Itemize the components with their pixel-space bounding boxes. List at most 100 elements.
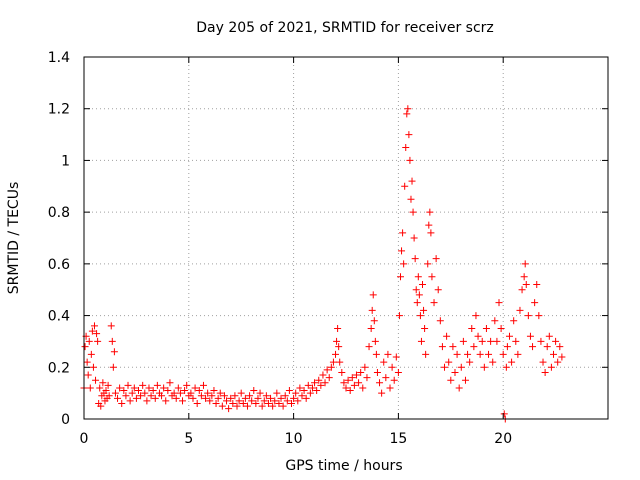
data-point <box>382 374 390 382</box>
data-point <box>500 410 508 418</box>
data-point <box>204 389 212 397</box>
data-point <box>275 399 283 407</box>
data-point <box>151 394 159 402</box>
data-point <box>485 350 493 358</box>
data-point <box>172 394 180 402</box>
data-point <box>126 397 134 405</box>
data-point <box>348 374 356 382</box>
data-point <box>487 337 495 345</box>
data-point <box>145 384 153 392</box>
data-point <box>292 389 300 397</box>
data-point <box>160 384 168 392</box>
data-point <box>524 312 532 320</box>
data-point <box>408 177 416 185</box>
data-point <box>137 392 145 400</box>
data-point <box>329 358 337 366</box>
data-point <box>441 363 449 371</box>
data-point <box>334 325 342 332</box>
data-point <box>368 306 376 314</box>
data-point <box>365 343 373 351</box>
data-point <box>338 368 346 376</box>
data-point <box>246 392 254 400</box>
data-point <box>396 273 404 281</box>
data-point <box>526 332 534 340</box>
data-point <box>520 273 528 281</box>
data-point <box>193 399 201 407</box>
data-point <box>539 358 547 366</box>
data-point <box>116 384 124 392</box>
data-point <box>212 399 220 407</box>
data-point <box>521 260 529 268</box>
data-point <box>96 384 104 392</box>
data-point <box>445 358 453 366</box>
data-point <box>174 384 182 392</box>
data-point <box>250 387 258 395</box>
data-point <box>281 392 289 400</box>
data-point <box>512 337 520 345</box>
data-point <box>315 376 323 384</box>
grid-lines <box>84 57 608 419</box>
data-point <box>415 291 423 299</box>
data-point <box>401 182 409 190</box>
data-point <box>346 387 354 395</box>
data-point <box>503 343 511 351</box>
plot-frame <box>83 56 609 420</box>
data-point <box>181 387 189 395</box>
data-point <box>372 350 380 358</box>
data-point <box>176 389 184 397</box>
data-point <box>179 397 187 405</box>
data-point <box>290 394 298 402</box>
data-point <box>378 389 386 397</box>
data-point <box>443 332 451 340</box>
data-point <box>420 306 428 314</box>
data-point <box>104 381 112 389</box>
data-point <box>510 317 518 325</box>
data-point <box>254 394 262 402</box>
data-point <box>149 387 157 395</box>
data-point <box>283 397 291 405</box>
y-axis-label: SRMTID / TECUs <box>6 182 22 295</box>
data-point <box>243 402 251 410</box>
data-point <box>130 384 138 392</box>
data-point <box>285 387 293 395</box>
data-point <box>493 337 501 345</box>
y-tick-label: 0.2 <box>48 360 70 376</box>
data-point <box>92 376 100 384</box>
data-point <box>461 376 469 384</box>
data-point <box>502 363 510 371</box>
data-point <box>111 389 119 397</box>
data-point <box>102 387 110 395</box>
data-point <box>90 322 98 330</box>
data-point <box>227 394 235 402</box>
data-point <box>308 384 316 392</box>
data-point <box>432 255 440 263</box>
data-point <box>552 337 560 345</box>
data-point <box>438 343 446 351</box>
y-tick-label: 0.8 <box>48 205 70 221</box>
data-point <box>252 399 260 407</box>
data-point <box>132 394 140 402</box>
data-point <box>357 368 365 376</box>
data-point <box>81 343 89 351</box>
data-point <box>459 337 467 345</box>
y-tick-label: 0.6 <box>48 257 70 273</box>
data-point <box>183 381 191 389</box>
data-point <box>531 299 539 307</box>
data-point <box>267 394 275 402</box>
data-point <box>402 144 410 151</box>
data-point <box>470 343 478 351</box>
data-point <box>118 399 126 407</box>
data-point <box>425 221 433 229</box>
data-point <box>495 299 503 307</box>
data-point <box>273 389 281 397</box>
data-point <box>294 397 302 405</box>
data-point <box>394 368 402 376</box>
data-point <box>317 381 325 389</box>
data-point <box>489 358 497 366</box>
data-point <box>457 363 465 371</box>
x-tick-label: 15 <box>389 431 407 447</box>
data-point <box>466 358 474 366</box>
data-point <box>170 389 178 397</box>
chart-title: Day 205 of 2021, SRMTID for receiver scr… <box>196 20 494 36</box>
data-point <box>516 306 524 314</box>
